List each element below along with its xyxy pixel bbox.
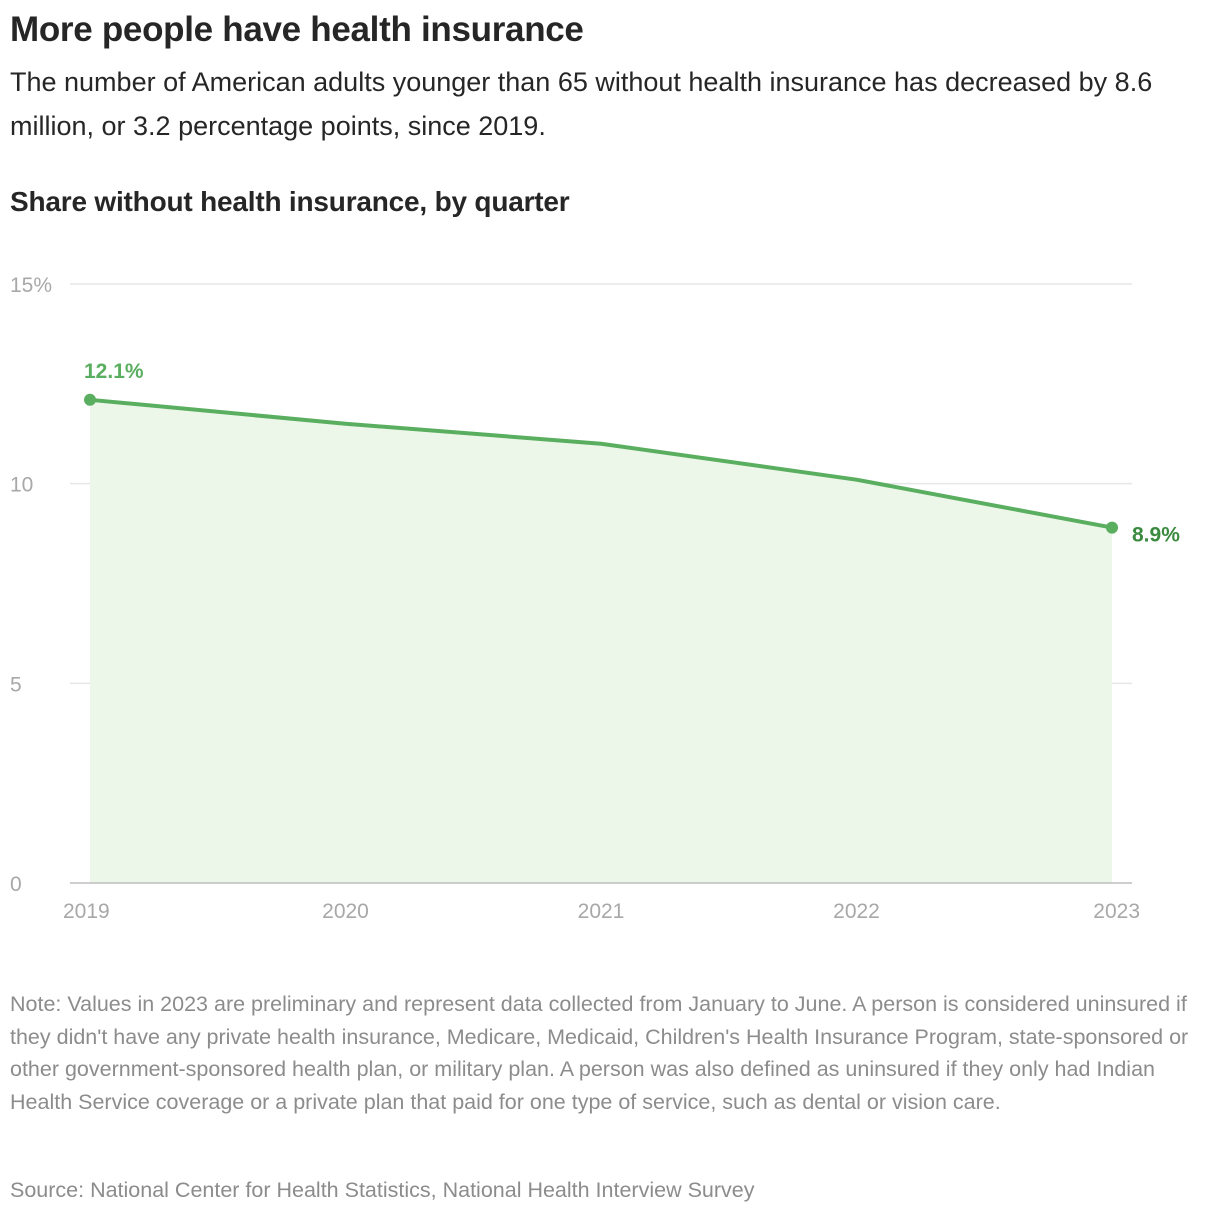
x-tick-label: 2021 (578, 900, 625, 923)
y-tick-label: 5 (10, 673, 22, 696)
area-chart: 0 5 10 15% 2019 2020 2021 2022 2023 12.1% 8.9% (10, 274, 1180, 923)
chart-subtitle: The number of American adults younger th… (10, 67, 1153, 141)
chart-title: Share without health insurance, by quart… (10, 186, 570, 217)
data-label: 12.1% (84, 360, 144, 383)
y-tick-label: 0 (10, 873, 22, 896)
series-line (89, 397, 1113, 530)
data-point (1106, 521, 1118, 534)
area-fill (90, 399, 1112, 883)
data-point (84, 393, 96, 406)
chart-headline: More people have health insurance (10, 10, 584, 49)
x-tick-label: 2023 (1093, 900, 1140, 923)
chart-source: Source: National Center for Health Stati… (10, 1178, 755, 1202)
x-tick-label: 2020 (322, 900, 369, 923)
y-tick-label: 15% (10, 274, 52, 297)
x-tick-label: 2019 (63, 900, 110, 923)
chart-note: Note: Values in 2023 are preliminary and… (10, 992, 1189, 1114)
y-tick-label: 10 (10, 474, 33, 497)
x-tick-label: 2022 (833, 900, 880, 923)
data-label: 8.9% (1132, 524, 1180, 547)
